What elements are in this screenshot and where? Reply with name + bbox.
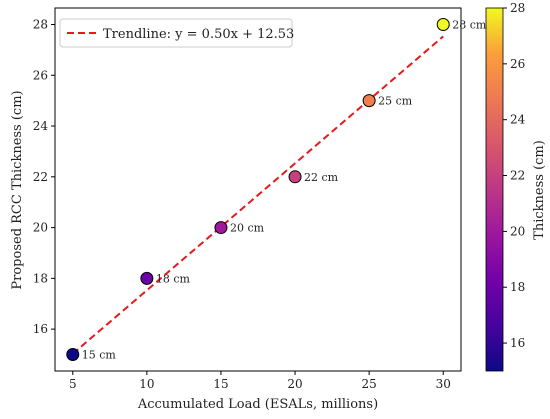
colorbar-title: Thickness (cm) bbox=[532, 140, 547, 240]
y-tick-label: 18 bbox=[33, 271, 48, 285]
plot-frame bbox=[54, 7, 462, 372]
colorbar-tick-label: 22 bbox=[510, 169, 525, 183]
colorbar: 16 18 20 22 24 26 28 Thickness (cm) bbox=[485, 1, 547, 372]
colorbar-tick-label: 24 bbox=[510, 113, 526, 127]
data-label: 25 cm bbox=[378, 95, 413, 108]
x-tick-label: 25 bbox=[361, 377, 376, 391]
legend: Trendline: y = 0.50x + 12.53 bbox=[59, 18, 294, 48]
y-tick-label: 28 bbox=[33, 18, 48, 32]
data-label: 20 cm bbox=[230, 222, 265, 235]
data-point bbox=[288, 170, 302, 184]
colorbar-ticks: 16 18 20 22 24 26 28 bbox=[503, 1, 526, 350]
data-point bbox=[66, 348, 80, 361]
colorbar-tick-label: 28 bbox=[510, 1, 525, 15]
y-tick-label: 26 bbox=[33, 68, 48, 82]
colorbar-gradient bbox=[485, 7, 504, 372]
y-axis: 16 18 20 22 24 26 28 bbox=[33, 18, 55, 336]
x-tick-label: 10 bbox=[139, 377, 154, 391]
data-label: 28 cm bbox=[452, 19, 487, 32]
trendline bbox=[72, 35, 444, 355]
y-axis-title: Proposed RCC Thickness (cm) bbox=[10, 90, 25, 289]
y-tick-label: 20 bbox=[33, 221, 48, 235]
legend-label: Trendline: y = 0.50x + 12.53 bbox=[103, 27, 294, 42]
y-tick-label: 24 bbox=[33, 119, 49, 133]
colorbar-tick-label: 26 bbox=[510, 57, 525, 71]
x-tick-label: 20 bbox=[287, 377, 302, 391]
point-labels: 15 cm 18 cm 20 cm 22 cm 25 cm 28 cm bbox=[82, 19, 487, 362]
colorbar-tick-label: 16 bbox=[510, 336, 525, 350]
colorbar-tick-label: 20 bbox=[510, 224, 525, 238]
x-tick-label: 30 bbox=[436, 377, 451, 391]
data-point bbox=[214, 221, 228, 235]
data-point bbox=[140, 271, 154, 285]
y-tick-label: 22 bbox=[33, 170, 48, 184]
colorbar-tick-label: 18 bbox=[510, 280, 525, 294]
x-axis-title: Accumulated Load (ESALs, millions) bbox=[137, 397, 378, 412]
data-label: 22 cm bbox=[304, 171, 339, 184]
data-point bbox=[362, 94, 376, 108]
data-point bbox=[436, 18, 450, 31]
x-tick-label: 5 bbox=[69, 377, 77, 391]
y-tick-label: 16 bbox=[33, 322, 48, 336]
x-tick-label: 15 bbox=[213, 377, 228, 391]
data-points bbox=[66, 18, 450, 361]
data-label: 15 cm bbox=[82, 349, 117, 362]
data-label: 18 cm bbox=[156, 272, 191, 285]
legend-box bbox=[59, 18, 293, 48]
x-axis: 5 10 15 20 25 30 bbox=[69, 371, 451, 391]
